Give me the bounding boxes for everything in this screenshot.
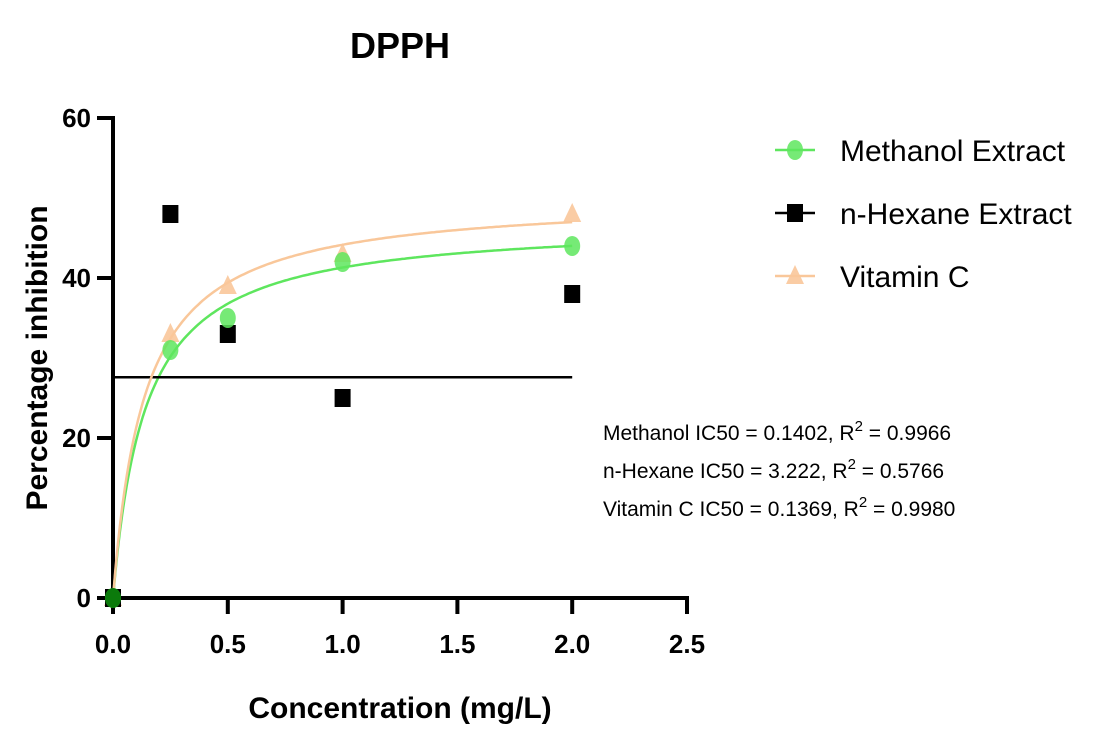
data-point — [162, 205, 179, 223]
x-tick-label: 0.5 — [210, 629, 246, 659]
data-point — [564, 285, 581, 303]
fit-annotation: Methanol IC50 = 0.1402, R2 = 0.9966 — [603, 418, 951, 445]
data-point — [334, 252, 351, 272]
data-point — [219, 308, 236, 328]
data-point — [162, 340, 179, 360]
chart-title: DPPH — [350, 25, 450, 66]
data-point — [334, 389, 351, 407]
legend-marker-square-icon — [787, 204, 803, 222]
y-tick-label: 0 — [77, 583, 91, 613]
data-point — [161, 323, 180, 342]
fit-curve — [111, 220, 573, 599]
legend-label: n-Hexane Extract — [840, 198, 1072, 231]
legend-marker-circle-icon — [787, 140, 803, 160]
x-tick-label: 0.0 — [95, 629, 131, 659]
legend-label: Methanol Extract — [840, 135, 1066, 168]
y-tick-label: 20 — [62, 423, 91, 453]
x-tick-label: 1.0 — [325, 629, 361, 659]
y-tick-label: 60 — [62, 103, 91, 133]
x-tick-label: 2.5 — [669, 629, 705, 659]
x-tick-label: 2.0 — [554, 629, 590, 659]
data-point — [563, 203, 582, 222]
fit-annotation: n-Hexane IC50 = 3.222, R2 = 0.5766 — [603, 456, 944, 483]
x-axis-label: Concentration (mg/L) — [248, 692, 551, 725]
fit-curve — [111, 244, 573, 599]
data-point — [219, 325, 236, 343]
y-axis-label: Percentage inhibition — [21, 205, 54, 510]
data-point-origin-overlap — [105, 588, 121, 608]
x-tick-label: 1.5 — [439, 629, 475, 659]
legend-label: Vitamin C — [840, 261, 970, 294]
fit-annotation: Vitamin C IC50 = 0.1369, R2 = 0.9980 — [603, 494, 955, 521]
fit-annotations: Methanol IC50 = 0.1402, R2 = 0.9966 n-Hex… — [603, 418, 955, 521]
data-point — [218, 275, 237, 294]
legend: Methanol Extract n-Hexane Extract Vitamin … — [775, 135, 1072, 294]
legend-marker-triangle-icon — [786, 265, 804, 284]
plot-area: 0.0 0.5 1.0 1.5 2.0 2.5 0 20 40 60 — [62, 103, 705, 659]
data-point — [564, 236, 581, 256]
y-tick-label: 40 — [62, 263, 91, 293]
